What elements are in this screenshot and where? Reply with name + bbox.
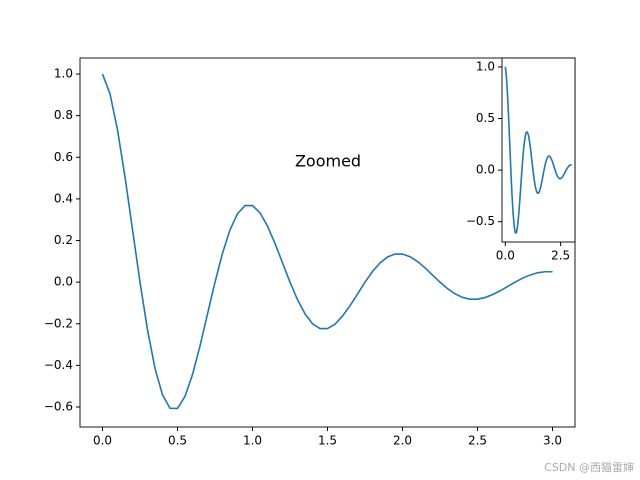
y-tick-label: 0.0 [54, 275, 73, 289]
watermark: CSDN @西猫雷婶 [544, 460, 634, 474]
y-tick-label: −0.2 [44, 316, 73, 330]
y-tick-label: 0.2 [54, 233, 73, 247]
x-tick-label: 1.5 [318, 434, 337, 448]
y-tick-label: 0.4 [54, 191, 73, 205]
axes-frame [501, 57, 576, 243]
y-tick-label: −0.6 [44, 400, 73, 414]
x-tick-label: 0.0 [496, 249, 515, 263]
y-tick-label: 0.8 [54, 108, 73, 122]
x-tick-label: 3.0 [543, 434, 562, 448]
x-tick-label: 0.0 [93, 434, 112, 448]
x-tick-label: 2.0 [393, 434, 412, 448]
y-tick-label: 0.0 [476, 163, 495, 177]
y-tick-label: 1.0 [476, 59, 495, 73]
x-tick-label: 1.0 [243, 434, 262, 448]
x-tick-label: 2.5 [551, 249, 570, 263]
y-tick-label: −0.4 [44, 358, 73, 372]
y-tick-label: 1.0 [54, 67, 73, 81]
annotation: Zoomed [295, 152, 361, 171]
y-tick-label: 0.6 [54, 150, 73, 164]
y-tick-label: 0.5 [476, 111, 495, 125]
x-tick-label: 2.5 [468, 434, 487, 448]
data-line [504, 66, 572, 234]
data-line [101, 73, 553, 410]
axes-background [502, 58, 575, 242]
y-tick-label: −0.5 [466, 214, 495, 228]
x-tick-label: 0.5 [168, 434, 187, 448]
axes-background [80, 58, 575, 427]
